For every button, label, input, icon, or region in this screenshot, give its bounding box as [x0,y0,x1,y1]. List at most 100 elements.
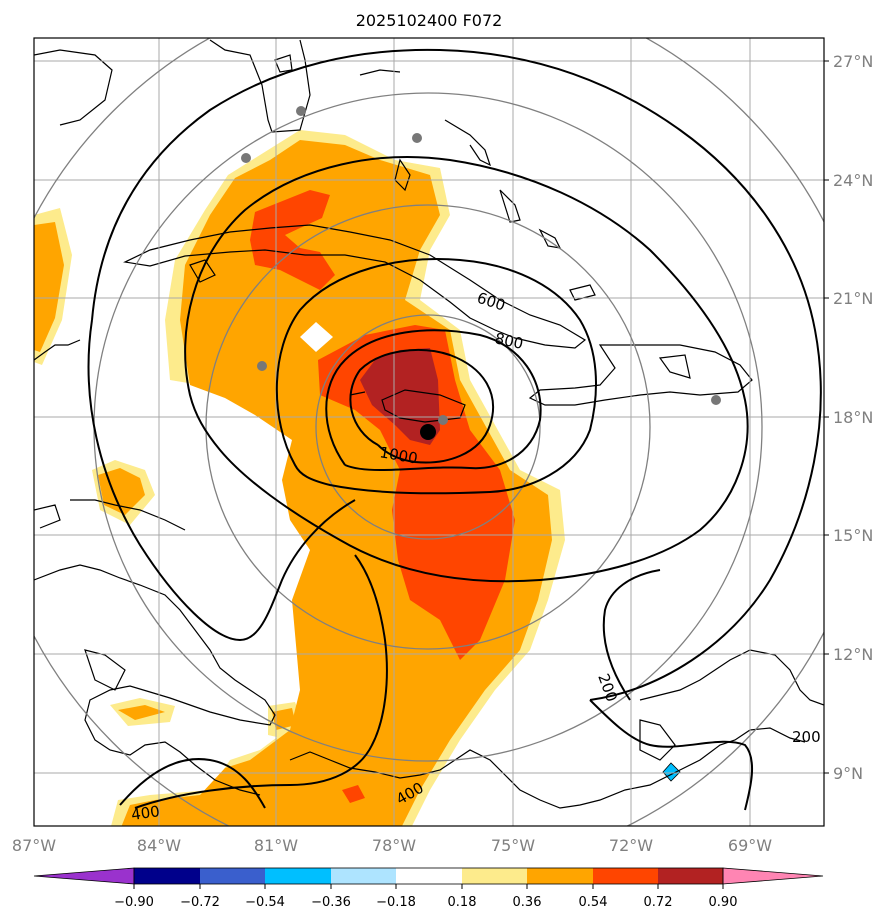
colorbar-segment [658,868,723,884]
colorbar-segment [396,868,462,884]
colorbar-extend-max [722,867,824,885]
colorbar-tick-label: −0.72 [180,895,220,910]
colorbar-tick-label: −0.36 [311,895,351,910]
contour-label-800: 800 [493,329,525,353]
lat-label-21: 21°N [833,289,873,308]
fill-orange-blob3 [272,708,296,730]
colorbar-extend-min [33,867,135,885]
colorbar-frame [133,867,724,885]
colorbar-tick-label: −0.90 [114,895,154,910]
coast-bahamas-5 [538,228,562,249]
coast-honduras-north [70,499,186,531]
contour-400-south [134,554,388,809]
lon-label-72: 72°W [609,836,653,855]
colorbar-segment [527,868,593,884]
station-marker [257,361,267,371]
coast-florida [209,39,311,133]
fill-orange-west [34,222,64,352]
colorbar-segment [462,868,527,884]
coast-yucatan [34,339,81,361]
contour-1000 [349,349,495,464]
contours [87,48,822,811]
station-marker [296,106,306,116]
coast-hispaniola [528,344,753,406]
colorbar-segment [593,868,658,884]
colorbar-tick-labels: −0.90 −0.72 −0.54 −0.36 −0.18 0.18 0.36 … [114,895,737,910]
coast-lake-maracaibo [639,719,676,761]
lat-label-24: 24°N [833,171,873,190]
contour-800 [325,329,542,472]
station-marker [438,415,448,425]
colorbar-tick-label: 0.18 [448,895,477,910]
coast-jamaica [381,389,466,423]
station-marker [711,395,721,405]
coast-bahamas-6 [569,284,596,301]
ring-2 [205,204,651,650]
coast-bahamas-1 [359,69,401,76]
colorbar-tick-label: 0.54 [579,895,608,910]
contour-600 [275,258,597,495]
colorbar-segment [331,868,396,884]
coast-central-america [34,504,276,796]
colorbar-ticks [133,884,724,889]
figure-title: 2025102400 F072 [356,11,503,30]
coast-cayman [349,391,366,396]
graticule [34,38,824,826]
contour-200-east [589,699,753,811]
map-frame [33,37,825,827]
coast-bahamas-3 [444,119,492,167]
colorbar-tick-label: 0.72 [644,895,673,910]
colorbar-segment [200,868,265,884]
storm-center-marker [420,424,436,440]
stations [241,106,721,425]
fill-red-south [342,785,365,803]
station-marker [412,133,422,143]
fill-red-north [250,190,335,290]
contour-label-400-sw: 400 [130,802,161,824]
colorbar-segment [265,868,331,884]
colorbar: −0.90 −0.72 −0.54 −0.36 −0.18 0.18 0.36 … [33,867,824,910]
colorbar-tick-label: 0.90 [709,895,738,910]
colorbar-tick-label: −0.18 [376,895,416,910]
colorbar-tick-label: −0.54 [245,895,285,910]
longitude-labels: 87°W 84°W 81°W 78°W 75°W 72°W 69°W [12,836,772,855]
coast-gonave [658,354,691,379]
contour-400 [184,156,749,583]
ring-1 [315,314,541,540]
lon-label-87: 87°W [12,836,56,855]
coast-bahamas-4 [499,189,521,223]
lat-label-18: 18°N [833,408,873,427]
coast-nicaragua-lake [84,649,126,691]
lon-label-84: 84°W [137,836,181,855]
lat-label-15: 15°N [833,526,873,545]
contour-label-600: 600 [475,289,508,315]
fill-cyan-diamond [662,762,681,782]
coast-isle-youth [189,259,216,283]
lon-label-75: 75°W [491,836,535,855]
colorbar-segment [134,868,200,884]
fill-orange-blob2 [118,705,165,720]
coast-bahamas-2 [394,158,411,192]
coast-lake [274,54,293,73]
lat-label-27: 27°N [833,52,873,71]
lon-label-81: 81°W [254,836,298,855]
contour-200-sw [119,758,266,809]
latitude-labels: 27°N 24°N 21°N 18°N 15°N 12°N 9°N [833,52,873,783]
coast-cuba [123,224,587,349]
lon-label-69: 69°W [728,836,772,855]
coastlines [34,39,824,809]
contour-label-200-e: 200 [792,728,821,746]
coast-venezuela [639,649,824,706]
coast-gulf [34,49,113,126]
shading-fill [34,130,681,826]
contour-200 [91,48,822,701]
lat-label-9: 9°N [833,764,863,783]
lon-label-78: 78°W [372,836,416,855]
station-marker [241,153,251,163]
map-panel: 600 800 1000 400 400 200 200 [34,38,824,826]
axis-ticks [824,60,829,774]
contour-200-west [87,319,356,642]
colorbar-tick-label: 0.36 [513,895,542,910]
fill-white-hole [300,322,333,352]
